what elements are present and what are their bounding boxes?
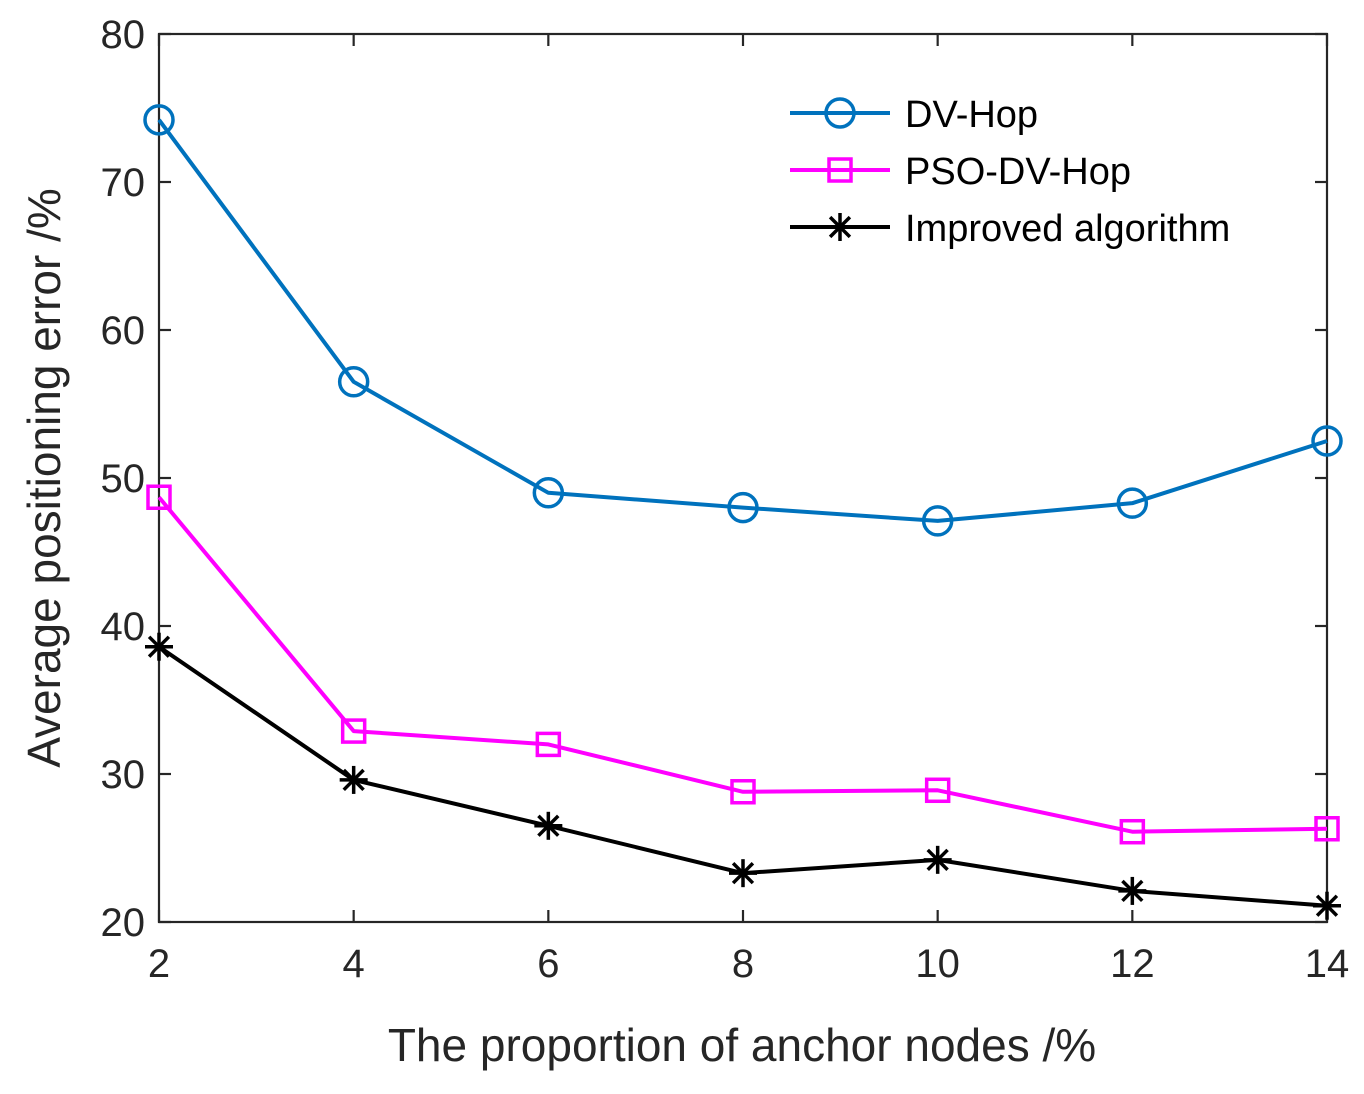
y-tick-label: 80 <box>101 13 146 57</box>
legend-item: Improved algorithm <box>790 208 1230 250</box>
y-axis-ticks: 20 30 40 50 60 70 80 <box>101 13 1327 945</box>
x-axis-ticks: 2 4 6 8 10 12 14 <box>148 34 1349 986</box>
data-point <box>532 477 565 509</box>
data-point <box>730 779 756 805</box>
series-layer <box>143 104 1343 920</box>
data-point <box>534 811 563 840</box>
y-tick-label: 30 <box>101 753 146 797</box>
series-line <box>157 495 1328 834</box>
data-point <box>1313 891 1341 920</box>
legend-marker <box>824 97 856 129</box>
x-axis-title: The proportion of anchor nodes /% <box>388 1019 1096 1071</box>
data-point <box>727 491 759 524</box>
series-dv-hop <box>143 104 1343 537</box>
legend-marker <box>826 213 854 241</box>
x-tick-label: 10 <box>915 942 960 986</box>
x-tick-label: 12 <box>1110 942 1155 986</box>
data-point <box>1118 876 1147 905</box>
data-point <box>143 104 175 136</box>
legend-item: PSO-DV-Hop <box>790 151 1131 193</box>
data-point <box>145 632 173 661</box>
data-point <box>1311 425 1343 457</box>
data-point <box>146 484 172 510</box>
x-tick-label: 14 <box>1305 942 1350 986</box>
legend-label: DV-Hop <box>905 94 1038 136</box>
y-tick-label: 60 <box>101 309 146 353</box>
series-improved-algorithm <box>145 632 1341 920</box>
x-tick-label: 2 <box>148 942 170 986</box>
x-tick-label: 4 <box>343 942 365 986</box>
data-point <box>337 366 370 398</box>
legend-label: Improved algorithm <box>905 208 1230 250</box>
y-tick-label: 70 <box>101 161 146 205</box>
plot-area <box>157 32 1329 924</box>
data-point <box>1314 816 1340 842</box>
legend-marker <box>827 157 853 183</box>
data-point <box>1116 487 1149 519</box>
data-point <box>924 777 951 804</box>
series-pso-dv-hop <box>146 484 1340 845</box>
data-point <box>340 718 367 744</box>
plot-frame <box>157 32 1329 924</box>
legend-label: PSO-DV-Hop <box>905 151 1131 193</box>
x-tick-label: 6 <box>537 942 559 986</box>
y-tick-label: 50 <box>101 457 146 501</box>
y-axis-title: Average positioning error /% <box>18 188 70 768</box>
data-point <box>535 731 562 758</box>
x-tick-label: 8 <box>732 942 754 986</box>
data-point <box>923 845 952 874</box>
y-tick-label: 40 <box>101 605 146 649</box>
data-point <box>339 765 368 794</box>
data-point <box>729 859 757 888</box>
data-point <box>921 505 954 537</box>
y-tick-label: 20 <box>101 901 146 945</box>
legend-item: DV-Hop <box>790 94 1038 136</box>
legend: DV-Hop PSO-DV-Hop Improved algorithm <box>790 94 1230 250</box>
data-point <box>1119 818 1146 845</box>
series-line <box>157 118 1328 523</box>
